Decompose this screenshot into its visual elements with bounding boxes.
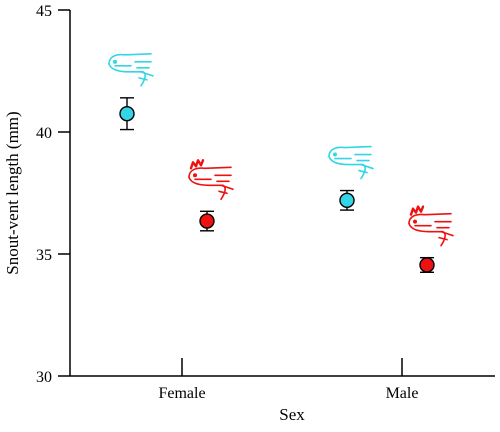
icon-head — [328, 145, 372, 158]
icon-tail — [138, 71, 154, 81]
icon-head — [108, 53, 152, 65]
data-point — [419, 257, 435, 273]
red-axolotl-with-gills-icon — [408, 205, 454, 247]
icon-eye — [113, 59, 118, 64]
data-point — [119, 105, 135, 122]
y-tick-label: 35 — [36, 247, 52, 264]
y-axis-label: Snout-vent length (mm) — [3, 111, 22, 274]
icon-body — [408, 222, 446, 247]
x-tick-label: Female — [158, 385, 205, 402]
icon-gills — [189, 159, 205, 170]
icon-limbs — [414, 220, 452, 229]
cyan-axolotl-outline-icon — [108, 53, 154, 87]
icon-tail — [218, 184, 234, 195]
icon-body — [328, 155, 366, 180]
x-axis-label: Sex — [279, 405, 305, 424]
icon-body — [188, 176, 226, 201]
icon-limbs — [334, 153, 372, 162]
icon-gills — [409, 205, 425, 216]
y-tick-label: 30 — [36, 369, 52, 386]
icon-head — [408, 212, 452, 225]
icon-tail — [438, 230, 454, 241]
red-axolotl-with-gills-icon — [188, 159, 234, 201]
icon-eye — [333, 152, 338, 157]
axes: 30 35 40 45 Female Male — [36, 3, 495, 402]
icon-limbs — [114, 61, 152, 69]
series-icons — [108, 53, 454, 247]
y-tick-label: 40 — [36, 125, 52, 142]
x-tick-label: Male — [386, 385, 419, 402]
icon-eye — [193, 173, 198, 178]
cyan-axolotl-outline-icon — [328, 145, 374, 180]
icon-head — [188, 166, 232, 179]
icon-body — [108, 63, 146, 87]
icon-tail — [358, 163, 374, 174]
data-point — [199, 213, 215, 229]
data-point — [339, 192, 355, 209]
icon-eye — [413, 219, 418, 224]
y-tick-label: 45 — [36, 3, 52, 20]
icon-limbs — [194, 174, 232, 183]
data-marks — [119, 97, 435, 273]
